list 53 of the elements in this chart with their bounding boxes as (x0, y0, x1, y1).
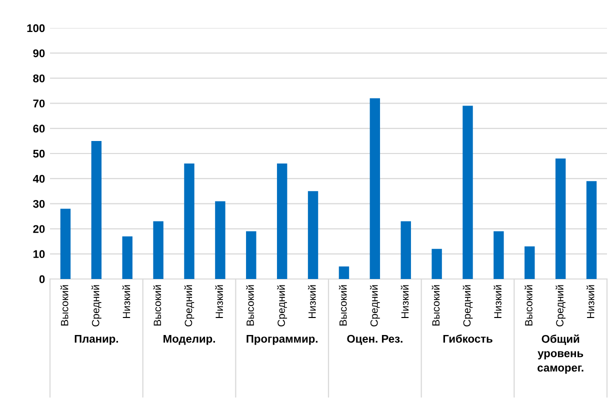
bar (432, 248, 442, 279)
y-tick-label: 0 (39, 275, 45, 284)
x-tick-label: Низкий (215, 285, 223, 318)
y-tick-label: 30 (33, 200, 45, 208)
bar (370, 98, 380, 279)
y-tick-label: 60 (33, 124, 45, 133)
bar (91, 140, 102, 279)
text: Общий уровень саморег. (538, 334, 584, 374)
y-tick-label: 100 (27, 24, 45, 32)
bar (153, 221, 164, 279)
y-tick-label: 10 (33, 250, 45, 258)
bar (586, 181, 597, 279)
bar (308, 191, 318, 279)
x-tick-label: Низкий (586, 285, 594, 318)
bar (60, 208, 71, 279)
y-tick-label: 50 (33, 150, 45, 158)
x-tick-label: Высокий (246, 285, 254, 326)
text: Программир. (246, 334, 318, 345)
bar (555, 158, 566, 279)
bar (215, 201, 226, 279)
y-tick-label: 40 (32, 174, 45, 183)
bar (184, 164, 194, 279)
x-tick-label: Средний (462, 285, 473, 326)
x-tick-label: Низкий (122, 285, 130, 318)
text: Планир. (74, 334, 118, 345)
x-tick-label: Высокий (524, 285, 532, 326)
x-tick-label: Высокий (153, 285, 162, 326)
text: Моделир. (164, 334, 215, 345)
x-tick-label: Низкий (308, 285, 316, 318)
x-tick-label: Низкий (400, 285, 409, 318)
x-tick-label: Средний (184, 285, 194, 326)
bar (246, 231, 256, 279)
x-tick-label: Средний (370, 285, 380, 326)
x-tick-label: Средний (277, 285, 288, 326)
y-tick-label: 20 (33, 225, 45, 233)
x-tick-label: Высокий (60, 285, 68, 326)
y-tick-label: 90 (33, 49, 45, 58)
x-tick-label: Низкий (494, 285, 502, 318)
x-tick-label: Средний (91, 285, 102, 326)
bar (462, 106, 473, 279)
bar (494, 231, 504, 279)
text: Гибкость (443, 334, 492, 343)
text: Оцен. Рез. (347, 334, 402, 345)
x-tick-label: Средний (556, 285, 566, 326)
bar (400, 221, 411, 279)
x-tick-label: Высокий (338, 285, 347, 326)
bar (122, 236, 132, 279)
bar (276, 164, 288, 279)
bar (338, 266, 350, 279)
x-tick-label: Высокий (432, 285, 440, 326)
y-tick-label: 80 (33, 74, 45, 82)
y-tick-label: 70 (33, 100, 45, 108)
bar (524, 246, 535, 279)
